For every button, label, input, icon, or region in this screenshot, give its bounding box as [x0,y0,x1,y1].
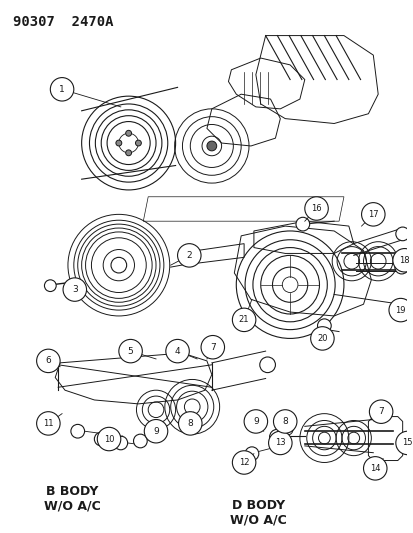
Text: 14: 14 [369,464,380,473]
Text: 9: 9 [153,427,159,435]
Text: 11: 11 [43,419,54,428]
Circle shape [201,335,224,359]
Text: 1: 1 [59,85,65,94]
Text: 9: 9 [252,417,258,426]
Circle shape [310,327,333,350]
Circle shape [317,319,330,333]
Circle shape [295,217,309,231]
Circle shape [135,140,141,146]
Circle shape [44,280,56,292]
Text: 15: 15 [401,439,412,447]
Circle shape [166,340,189,363]
Text: 16: 16 [311,204,321,213]
Circle shape [178,411,202,435]
Circle shape [395,227,408,241]
Circle shape [50,78,74,101]
Circle shape [361,203,384,226]
Circle shape [394,300,408,313]
Text: 6: 6 [45,357,51,366]
Circle shape [94,432,108,446]
Circle shape [304,197,328,220]
Circle shape [133,434,147,448]
Text: 3: 3 [72,285,78,294]
Circle shape [363,457,386,480]
Text: 90307  2470A: 90307 2470A [13,15,113,29]
Circle shape [259,357,275,373]
Text: 2: 2 [186,251,192,260]
Circle shape [36,349,60,373]
Text: 8: 8 [282,417,287,426]
Circle shape [368,400,392,423]
Circle shape [269,429,285,445]
Circle shape [177,244,201,267]
Circle shape [63,278,86,301]
Text: 21: 21 [238,316,249,325]
Circle shape [273,410,296,433]
Text: 10: 10 [104,434,114,443]
Circle shape [114,436,127,450]
Circle shape [97,427,121,451]
Text: 7: 7 [209,343,215,352]
Circle shape [388,298,411,322]
Circle shape [36,411,60,435]
Circle shape [244,447,258,461]
Text: 17: 17 [367,210,378,219]
Text: 4: 4 [174,346,180,356]
Circle shape [116,140,121,146]
Text: 13: 13 [274,439,285,447]
Circle shape [119,340,142,363]
Circle shape [71,424,84,438]
Circle shape [232,308,255,332]
Circle shape [244,410,267,433]
Circle shape [126,150,131,156]
Text: D BODY
W/O A/C: D BODY W/O A/C [230,499,286,527]
Circle shape [144,419,167,443]
Text: 19: 19 [394,305,405,314]
Circle shape [206,141,216,151]
Circle shape [280,423,292,435]
Circle shape [126,131,131,136]
Text: 5: 5 [127,346,133,356]
Text: 20: 20 [316,334,327,343]
Circle shape [268,431,291,455]
Text: 12: 12 [238,458,249,467]
Circle shape [395,431,413,455]
Text: 18: 18 [399,256,409,265]
Circle shape [394,260,408,274]
Circle shape [392,248,413,272]
Circle shape [111,257,126,273]
Text: 8: 8 [187,419,193,428]
Circle shape [232,451,255,474]
Text: 7: 7 [377,407,383,416]
Text: B BODY
W/O A/C: B BODY W/O A/C [44,484,100,513]
